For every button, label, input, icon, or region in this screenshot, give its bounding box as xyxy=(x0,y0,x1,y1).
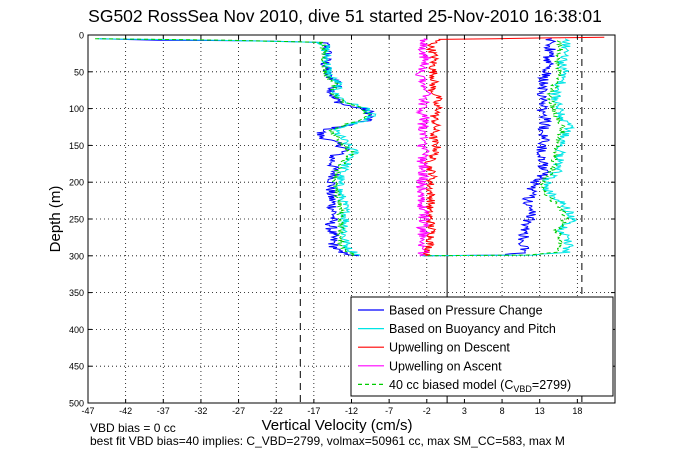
legend: Based on Pressure Change Based on Buoyanc… xyxy=(350,296,614,397)
legend-box xyxy=(350,296,614,397)
x-tick-label-0: -47 xyxy=(81,406,94,416)
series-4-descent-line xyxy=(95,38,372,257)
y-tick-label-2: 100 xyxy=(69,104,84,114)
x-tick-label-9: -2 xyxy=(423,406,431,416)
series-4-ascent-line xyxy=(427,38,570,257)
x-tick-label-5: -22 xyxy=(270,406,283,416)
y-tick-label-8: 400 xyxy=(69,325,84,335)
x-axis-label: Vertical Velocity (cm/s) xyxy=(262,417,413,434)
x-tick-label-11: 8 xyxy=(500,406,505,416)
y-tick-label-5: 250 xyxy=(69,215,84,225)
annotation-best-fit: best fit VBD bias=40 implies: C_VBD=2799… xyxy=(90,434,565,448)
x-tick-label-4: -27 xyxy=(232,406,245,416)
legend-label-0: Based on Pressure Change xyxy=(389,304,543,318)
y-tick-label-6: 300 xyxy=(69,251,84,261)
series-3-ascent-line xyxy=(415,38,432,257)
y-tick-label-10: 500 xyxy=(69,399,84,409)
y-tick-label-1: 50 xyxy=(74,67,84,77)
x-tick-label-8: -7 xyxy=(385,406,393,416)
series-2-descent-line xyxy=(422,36,605,257)
x-tick-label-13: 18 xyxy=(572,406,582,416)
x-tick-label-7: -12 xyxy=(345,406,358,416)
y-tick-label-7: 350 xyxy=(69,288,84,298)
x-tick-label-3: -32 xyxy=(194,406,207,416)
x-tick-label-12: 13 xyxy=(535,406,545,416)
x-tick-label-6: -17 xyxy=(307,406,320,416)
x-tick-label-2: -37 xyxy=(157,406,170,416)
y-tick-label-3: 150 xyxy=(69,141,84,151)
y-tick-label-9: 450 xyxy=(69,362,84,372)
x-axis-ticks: -47 -42 -37 -32 -27 -22 -17 -12 -7 -2 3 8 13 18 xyxy=(81,35,582,416)
legend-label-2: Upwelling on Descent xyxy=(389,341,510,355)
legend-label-4: 40 cc biased model (CVBD=2799) xyxy=(389,378,571,394)
y-tick-label-0: 0 xyxy=(79,31,84,41)
annotation-vbd-bias: VBD bias = 0 cc xyxy=(90,421,176,435)
y-axis-label: Depth (m) xyxy=(47,186,64,253)
y-tick-label-4: 200 xyxy=(69,178,84,188)
series-0-ascent-line xyxy=(423,38,557,257)
grid xyxy=(88,35,615,403)
legend-label-1: Based on Buoyancy and Pitch xyxy=(389,322,556,336)
x-tick-label-1: -42 xyxy=(119,406,132,416)
x-tick-label-10: 3 xyxy=(462,406,467,416)
chart-title: SG502 RossSea Nov 2010, dive 51 started … xyxy=(88,6,602,26)
legend-label-3: Upwelling on Ascent xyxy=(389,359,502,373)
series-group xyxy=(95,36,605,257)
